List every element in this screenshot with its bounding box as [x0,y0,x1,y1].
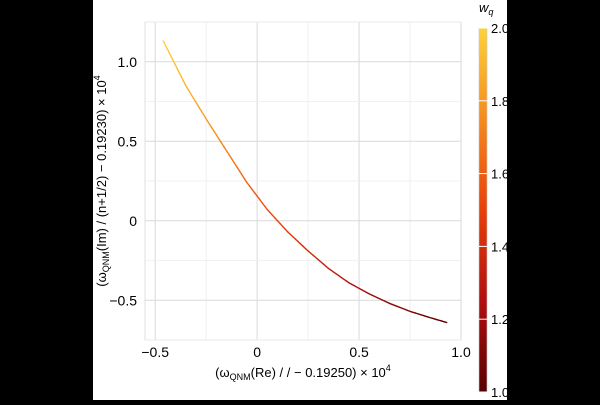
curve-segment [241,173,246,180]
curve-segment [192,97,197,103]
curve-segment [187,89,192,95]
x-tick-label: −0.5 [141,344,169,360]
curve-segment [236,165,240,172]
curve-segment [246,181,251,187]
curve-segment [168,51,173,59]
curve-segment [243,177,248,184]
curve-segment [261,202,266,207]
colorbar-tick-label: 1.6 [491,167,507,182]
curve-segment [197,105,202,112]
curve-segment [205,118,210,124]
y-axis-label-sub: QNM [101,251,111,272]
x-tick-label: 0 [253,344,261,360]
colorbar-tick-label: 1.2 [491,312,507,327]
curve-segment [256,195,261,201]
curve-segment [165,45,170,53]
x-axis-label-rest: (Re) / / − 0.19250) × 10 [251,365,386,380]
curve-segment [173,62,179,70]
grid-lines [145,21,462,341]
y-tick-label: −0.5 [109,292,137,308]
curve-segment [443,321,448,324]
y-tick-label: 0.5 [118,133,138,149]
curve-segment [220,142,225,148]
curve-segment [190,93,195,99]
curve-segment [223,146,228,152]
figure-canvas: −0.5 0 0.5 1.0 −0.5 0 0.5 1.0 (ωQNM(Re) / / − 0… [92,0,509,400]
colorbar-tick-label: 2.0 [491,21,507,36]
colorbar-label: wq [479,0,493,17]
y-axis-label-sup: 4 [93,75,102,80]
curve-segment [210,126,215,132]
y-axis-label-base: (ω [94,272,109,286]
x-tick-label: 0.5 [349,344,369,360]
x-axis-label-base: (ω [215,365,229,380]
colorbar [478,27,488,393]
curve-segment [233,162,238,168]
colorbar-tick-label: 1.0 [491,385,507,400]
x-axis-label-sup: 4 [386,363,391,373]
curve-segment [264,205,269,211]
y-axis-label-rest: (Im) / (n+1/2) − 0.19230) × 10 [94,80,109,251]
curve-segment [195,101,200,108]
colorbar-tick-label: 1.8 [491,94,507,109]
curve-segment [171,57,176,65]
curve-segment [253,192,258,197]
curve-segment [251,188,256,194]
qnm-chart: −0.5 0 0.5 1.0−0.500.51.0 (ωQNM(Re) / / − 0… [92,0,509,400]
curve-segment [228,154,233,160]
colorbar-label-base: w [479,0,490,15]
x-axis-label: (ωQNM(Re) / / − 0.19250) × 104 [215,363,391,382]
curve-segment [162,40,167,48]
curve-segment [213,130,218,136]
curve-segment [182,79,187,87]
curve-segment [248,185,253,191]
curve-segment [200,109,205,116]
y-tick-label: 0 [129,213,137,229]
axis-ticks: −0.5 0 0.5 1.0 −0.5 0 0.5 1.0 [109,54,471,360]
curve-segment [230,158,235,164]
x-tick-label: 1.0 [451,344,471,360]
curve-segment [218,138,223,144]
colorbar-tick-label: 1.4 [491,239,507,254]
x-axis-label-sub: QNM [230,372,251,382]
curve-segment [215,134,220,140]
curve-segment [202,114,207,120]
colorbar-label-sub: q [488,7,493,17]
curve-segment [185,84,190,91]
y-tick-label: 1.0 [118,54,138,70]
curve-segment [208,122,212,128]
y-axis-label: (ωQNM(Im) / (n+1/2) − 0.19230) × 104 [93,75,111,286]
curve-segment [238,169,243,176]
curve-segment [258,198,263,204]
curve-segment [176,68,181,76]
curve-segment [179,73,184,81]
curve-segment [225,150,230,156]
data-curve [162,40,448,324]
colorbar-ticks: 1.0 1.2 1.4 1.6 1.8 2.0 [479,21,509,400]
